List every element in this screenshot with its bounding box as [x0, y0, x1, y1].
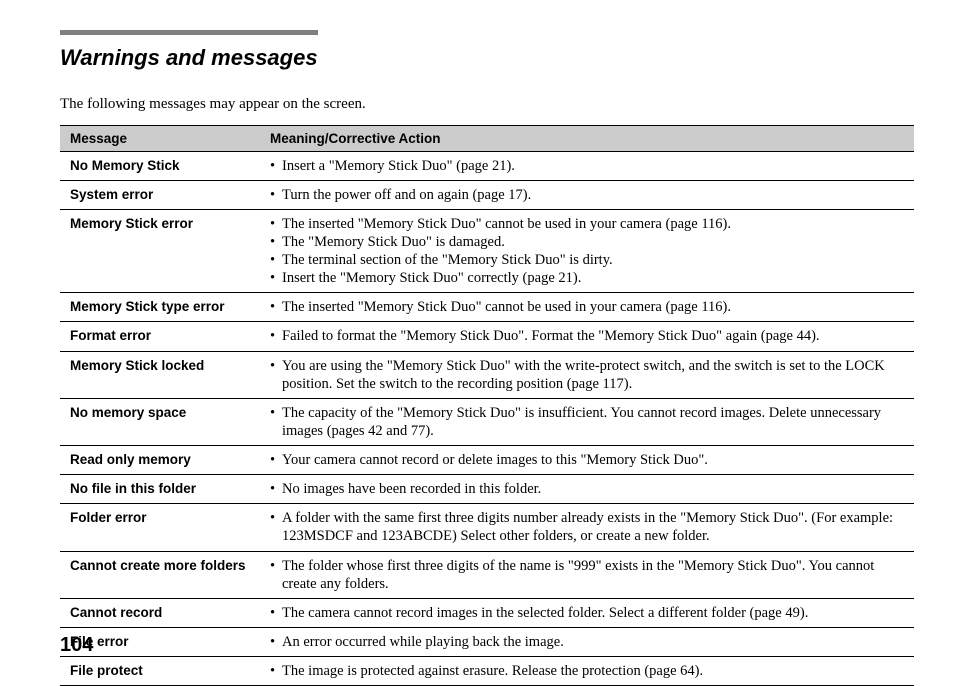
action-item: The capacity of the "Memory Stick Duo" i…: [270, 404, 906, 440]
table-row: File errorAn error occurred while playin…: [60, 627, 914, 656]
table-row: Memory Stick locked You are using the "Me…: [60, 351, 914, 398]
message-cell: System error: [60, 180, 260, 209]
table-row: Read only memory Your camera cannot recor…: [60, 446, 914, 475]
message-cell: No memory space: [60, 398, 260, 445]
action-item: The camera cannot record images in the s…: [270, 604, 906, 622]
message-cell: No Memory Stick: [60, 151, 260, 180]
action-item: The terminal section of the "Memory Stic…: [270, 251, 906, 269]
action-cell: Failed to format the "Memory Stick Duo".…: [260, 322, 914, 351]
action-cell: Insert a "Memory Stick Duo" (page 21).: [260, 151, 914, 180]
col-header-action: Meaning/Corrective Action: [260, 125, 914, 151]
table-row: Memory Stick error The inserted "Memory S…: [60, 209, 914, 293]
header-rule: [60, 30, 318, 35]
table-row: No memory space The capacity of the "Memo…: [60, 398, 914, 445]
message-cell: Memory Stick error: [60, 209, 260, 293]
action-cell: The image is protected against erasure. …: [260, 657, 914, 686]
table-row: No Memory Stick Insert a "Memory Stick Du…: [60, 151, 914, 180]
action-item: An error occurred while playing back the…: [270, 633, 906, 651]
table-row: File protect The image is protected again…: [60, 657, 914, 686]
action-cell: The camera cannot record images in the s…: [260, 598, 914, 627]
message-cell: Memory Stick type error: [60, 293, 260, 322]
action-item: Failed to format the "Memory Stick Duo".…: [270, 327, 906, 345]
col-header-message: Message: [60, 125, 260, 151]
action-item: You are using the "Memory Stick Duo" wit…: [270, 357, 906, 393]
table-row: Cannot record The camera cannot record im…: [60, 598, 914, 627]
table-row: Memory Stick type error The inserted "Mem…: [60, 293, 914, 322]
table-row: System error Turn the power off and on ag…: [60, 180, 914, 209]
message-cell: Memory Stick locked: [60, 351, 260, 398]
message-cell: Cannot create more folders: [60, 551, 260, 598]
table-header-row: Message Meaning/Corrective Action: [60, 125, 914, 151]
message-cell: Read only memory: [60, 446, 260, 475]
action-item: The inserted "Memory Stick Duo" cannot b…: [270, 298, 906, 316]
message-cell: File protect: [60, 657, 260, 686]
table-row: Format error Failed to format the "Memory…: [60, 322, 914, 351]
action-cell: You are using the "Memory Stick Duo" wit…: [260, 351, 914, 398]
action-item: The "Memory Stick Duo" is damaged.: [270, 233, 906, 251]
page-number: 104: [60, 634, 93, 657]
action-item: The inserted "Memory Stick Duo" cannot b…: [270, 215, 906, 233]
action-cell: No images have been recorded in this fol…: [260, 475, 914, 504]
action-item: Insert a "Memory Stick Duo" (page 21).: [270, 157, 906, 175]
action-item: A folder with the same first three digit…: [270, 509, 906, 545]
action-item: Turn the power off and on again (page 17…: [270, 186, 906, 204]
message-cell: Cannot record: [60, 598, 260, 627]
table-row: Folder error A folder with the same first…: [60, 504, 914, 551]
action-cell: The inserted "Memory Stick Duo" cannot b…: [260, 209, 914, 293]
message-cell: Folder error: [60, 504, 260, 551]
action-item: The image is protected against erasure. …: [270, 662, 906, 680]
intro-text: The following messages may appear on the…: [60, 96, 914, 113]
action-cell: The capacity of the "Memory Stick Duo" i…: [260, 398, 914, 445]
message-cell: Format error: [60, 322, 260, 351]
action-item: Your camera cannot record or delete imag…: [270, 451, 906, 469]
message-cell: No file in this folder: [60, 475, 260, 504]
action-cell: Your camera cannot record or delete imag…: [260, 446, 914, 475]
page-title: Warnings and messages: [60, 44, 320, 72]
action-cell: Turn the power off and on again (page 17…: [260, 180, 914, 209]
action-item: The folder whose first three digits of t…: [270, 557, 906, 593]
action-cell: The folder whose first three digits of t…: [260, 551, 914, 598]
warnings-table: Message Meaning/Corrective Action No Mem…: [60, 125, 914, 686]
action-item: Insert the "Memory Stick Duo" correctly …: [270, 269, 906, 287]
action-cell: A folder with the same first three digit…: [260, 504, 914, 551]
action-cell: An error occurred while playing back the…: [260, 627, 914, 656]
action-cell: The inserted "Memory Stick Duo" cannot b…: [260, 293, 914, 322]
table-row: Cannot create more folders The folder who…: [60, 551, 914, 598]
table-row: No file in this folder No images have bee…: [60, 475, 914, 504]
action-item: No images have been recorded in this fol…: [270, 480, 906, 498]
